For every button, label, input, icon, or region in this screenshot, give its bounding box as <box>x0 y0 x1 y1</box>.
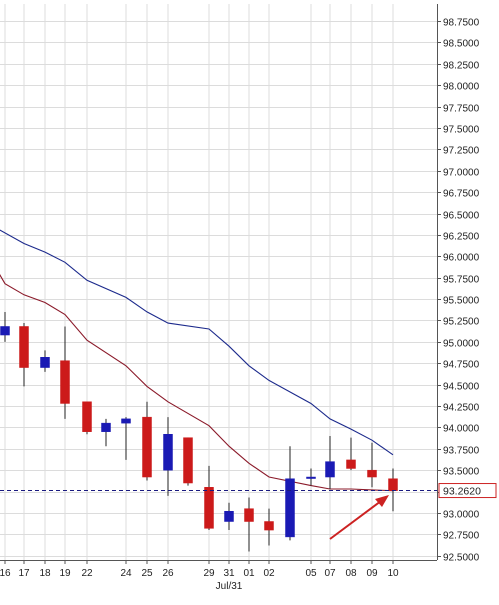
arrow-shaft <box>329 497 386 540</box>
y-tick-label-2: 98.2500 <box>443 61 480 72</box>
candle-body-8 <box>163 434 173 471</box>
x-tick-label-9: 31 <box>223 568 235 579</box>
candle-body-4 <box>82 401 92 432</box>
x-tick-label-10: 01 <box>243 568 255 579</box>
y-tick-label-5: 97.5000 <box>443 125 480 136</box>
candle-body-9 <box>183 437 193 484</box>
last-price-box <box>438 483 497 499</box>
candle-body-14 <box>285 478 295 538</box>
candle-body-15 <box>306 476 316 479</box>
axes: 98.7500 98.5000 98.2500 98.0000 97.7500 97.50… <box>0 4 480 592</box>
y-tick-label-16: 94.7500 <box>443 360 480 371</box>
y-tick-label-3: 98.0000 <box>443 82 480 93</box>
candle-body-18 <box>367 469 377 478</box>
candle-body-17 <box>346 459 356 469</box>
y-tick-label-1: 98.5000 <box>443 39 480 50</box>
candle-body-7 <box>142 416 152 478</box>
y-tick-label-25: 92.5000 <box>443 553 480 564</box>
y-tick-label-10: 96.2500 <box>443 232 480 243</box>
candle-body-16 <box>325 461 335 478</box>
y-tick-label-13: 95.5000 <box>443 296 480 307</box>
y-tick-label-17: 94.5000 <box>443 382 480 393</box>
candle-body-13 <box>264 521 274 531</box>
y-tick-label-12: 95.7500 <box>443 275 480 286</box>
y-tick-label-24: 92.7500 <box>443 531 480 542</box>
x-tick-label-15: 09 <box>366 568 378 579</box>
candle-body-2 <box>40 357 50 368</box>
ma-fast-line <box>0 274 394 492</box>
y-tick-label-23: 93.0000 <box>443 510 480 521</box>
x-tick-label-2: 18 <box>39 568 51 579</box>
ma-slow-line <box>0 229 394 456</box>
grid <box>0 4 437 560</box>
x-tick-label-5: 24 <box>120 568 132 579</box>
last-price-label: 93.2620 <box>443 486 481 498</box>
moving-averages <box>0 229 394 492</box>
x-tick-label-6: 25 <box>141 568 153 579</box>
arrow-head <box>375 495 389 507</box>
x-tick-label-4: 22 <box>81 568 93 579</box>
y-tick-label-18: 94.2500 <box>443 403 480 414</box>
candle-body-12 <box>244 508 254 522</box>
annotations: 93.2620 <box>0 483 497 540</box>
y-tick-label-19: 94.0000 <box>443 424 480 435</box>
candle-body-0 <box>0 326 10 336</box>
y-tick-label-8: 96.7500 <box>443 189 480 200</box>
candle-body-10 <box>204 487 214 529</box>
y-tick-label-14: 95.2500 <box>443 317 480 328</box>
y-tick-label-7: 97.0000 <box>443 168 480 179</box>
x-tick-label-16: 10 <box>387 568 399 579</box>
x-tick-label-14: 08 <box>345 568 357 579</box>
x-sub-label: Jul/31 <box>216 581 243 592</box>
candle-body-19 <box>388 478 398 491</box>
y-tick-label-15: 95.0000 <box>443 339 480 350</box>
y-tick-label-9: 96.5000 <box>443 211 480 222</box>
x-tick-label-7: 26 <box>162 568 174 579</box>
y-tick-label-6: 97.2500 <box>443 146 480 157</box>
candles <box>0 311 398 552</box>
y-tick-label-20: 93.7500 <box>443 446 480 457</box>
x-tick-label-0: 16 <box>0 568 11 579</box>
x-tick-label-1: 17 <box>18 568 30 579</box>
y-tick-label-0: 98.7500 <box>443 18 480 29</box>
candle-body-1 <box>19 326 29 368</box>
candle-body-11 <box>224 510 234 522</box>
candle-body-5 <box>101 422 111 432</box>
candle-body-3 <box>60 360 70 404</box>
candle-body-6 <box>121 418 131 424</box>
x-tick-label-3: 19 <box>59 568 71 579</box>
y-tick-label-4: 97.7500 <box>443 104 480 115</box>
x-tick-label-13: 07 <box>324 568 336 579</box>
x-tick-label-8: 29 <box>203 568 215 579</box>
x-tick-label-11: 02 <box>263 568 275 579</box>
y-tick-label-21: 93.5000 <box>443 467 480 478</box>
y-tick-label-11: 96.0000 <box>443 253 480 264</box>
x-tick-label-12: 05 <box>305 568 317 579</box>
